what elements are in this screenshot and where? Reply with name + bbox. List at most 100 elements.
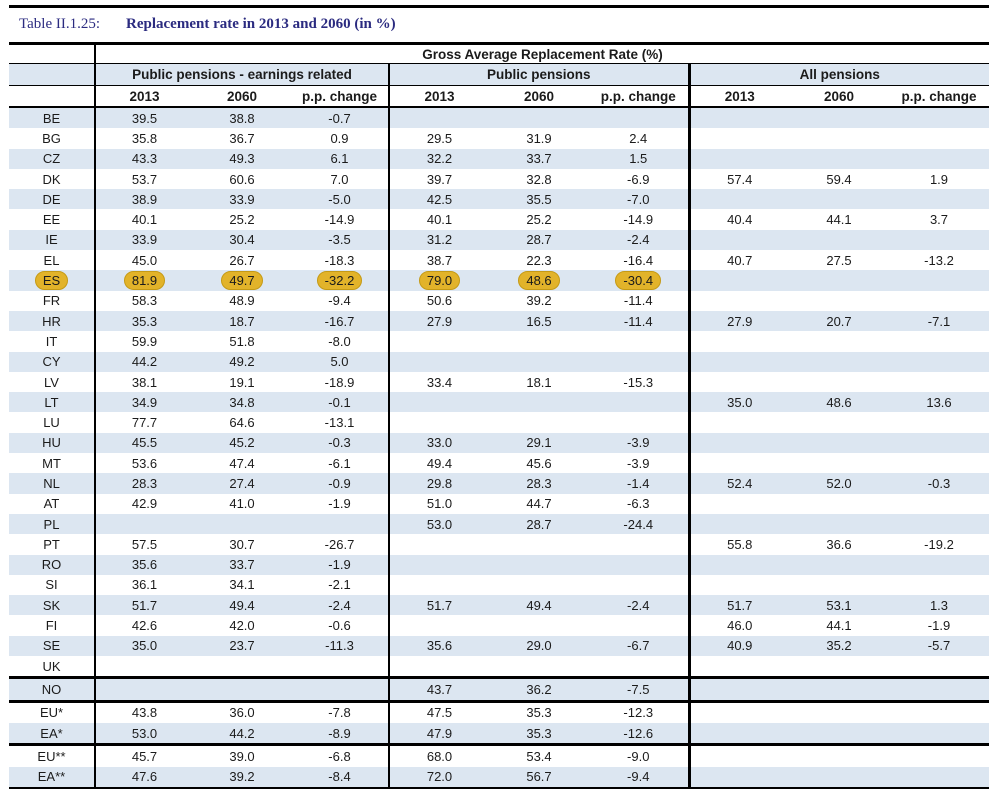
value-cell: 18.7 [229,313,255,329]
stub-header-cell [9,63,96,86]
value-cell [489,352,589,372]
value-cell: 53.0 [131,725,158,741]
value-cell: 35.5 [526,191,552,207]
value-cell: -16.4 [589,250,691,271]
value-cell [689,494,789,514]
value-cell [389,107,489,128]
value-cell [789,575,889,595]
value-cell: 44.7 [526,496,552,512]
value-cell [689,699,789,723]
value-cell: 49.4 [426,455,453,471]
value-cell [889,107,989,128]
value-cell: 39.2 [229,769,255,785]
value-cell [689,767,789,789]
value-cell: 19.1 [229,374,255,390]
value-cell: 45.2 [229,435,255,451]
value-cell: 31.9 [526,130,552,146]
table-row: ES 81.9 49.7 -32.2 79.0 48.6 -30.4 [9,270,989,291]
value-cell [789,767,889,789]
highlight-marker: 79.0 [418,271,461,291]
value-cell: 57.4 [727,171,753,187]
table-row: EU** 45.7 39.0 -6.8 68.0 53.4 -9.0 [9,743,989,767]
value-cell: -18.9 [291,371,390,393]
value-cell: 51.7 [131,597,158,613]
country-label-cell: UK [9,656,96,678]
year-header: 2060 [789,85,889,108]
country-label-cell: PL [9,513,96,535]
value-cell: -8.0 [291,331,390,352]
value-cell: 53.7 [131,171,158,187]
value-cell: 34.1 [229,577,255,593]
value-cell: 52.0 [826,475,852,491]
value-cell: 44.1 [826,618,852,634]
year-header: 2013 [689,85,789,108]
highlight-marker: -32.2 [316,271,363,291]
value-cell [489,392,589,412]
value-cell: 27.9 [426,313,453,329]
value-cell [193,676,291,702]
table-row: EE 40.1 25.2 -14.9 40.1 25.2 -14.9 40.4 44.1 3.7 [9,209,989,230]
country-label-cell: EA** [9,766,96,789]
value-cell: 1.5 [589,148,691,169]
highlight-marker: 81.9 [123,271,166,291]
country-label-cell: EU** [9,743,96,767]
table-row: IE 33.9 30.4 -3.5 31.2 28.7 -2.4 [9,229,989,251]
value-cell: -11.4 [589,310,691,332]
table-title-text: Replacement rate in 2013 and 2060 (in %) [126,16,396,32]
group-header-earnings-related: Public pensions - earnings related [95,63,390,86]
country-label-cell: LV [9,371,96,393]
value-cell [689,291,789,311]
country-label-cell: LT [9,392,96,413]
value-cell: 60.6 [229,171,255,187]
value-cell [889,270,989,290]
value-cell [889,352,989,372]
value-cell: 68.0 [389,743,489,767]
value-cell [789,555,889,575]
value-cell [95,514,193,534]
value-cell [889,189,989,209]
value-cell [689,189,789,209]
value-cell [489,107,589,128]
value-cell [489,575,589,595]
value-cell [889,699,989,723]
value-cell: 49.7 [193,270,291,291]
value-cell [389,352,489,372]
value-cell: 28.7 [526,516,552,532]
value-cell [589,412,691,433]
value-cell [589,574,691,596]
table-row: SE 35.0 23.7 -11.3 35.6 29.0 -6.7 40.9 35.2 -5.7 [9,635,989,657]
value-cell: 40.7 [727,252,753,268]
value-cell: -3.9 [589,453,691,474]
value-cell: 46.0 [727,618,753,634]
country-label-cell: SK [9,595,96,616]
value-cell [689,128,789,148]
value-cell: -3.9 [589,432,691,454]
value-cell [789,107,889,128]
value-cell: 28.3 [131,475,158,491]
value-cell: 7.0 [291,168,390,190]
value-cell: -0.3 [927,475,951,491]
value-cell: -0.9 [291,473,390,494]
value-cell [889,743,989,767]
top-horizontal-rule [9,5,989,8]
value-cell: 35.3 [131,313,158,329]
value-cell [689,331,789,351]
value-cell [95,676,193,702]
value-cell: 36.2 [489,676,589,702]
country-label-cell: SI [9,574,96,596]
value-cell [689,372,789,392]
value-cell: 72.0 [426,769,453,785]
value-cell [889,555,989,575]
value-cell: 25.2 [526,212,552,228]
value-cell [489,656,589,678]
country-label-cell: IE [9,229,96,251]
value-cell [889,514,989,534]
country-label-cell: EA* [9,722,96,745]
value-cell: 1.9 [929,171,949,187]
table-row: IT 59.9 51.8 -8.0 [9,331,989,352]
value-cell: 27.5 [826,252,852,268]
country-label-cell: DE [9,189,96,210]
value-cell [789,699,889,723]
value-cell: 56.7 [526,769,552,785]
value-cell: -1.9 [927,618,951,634]
